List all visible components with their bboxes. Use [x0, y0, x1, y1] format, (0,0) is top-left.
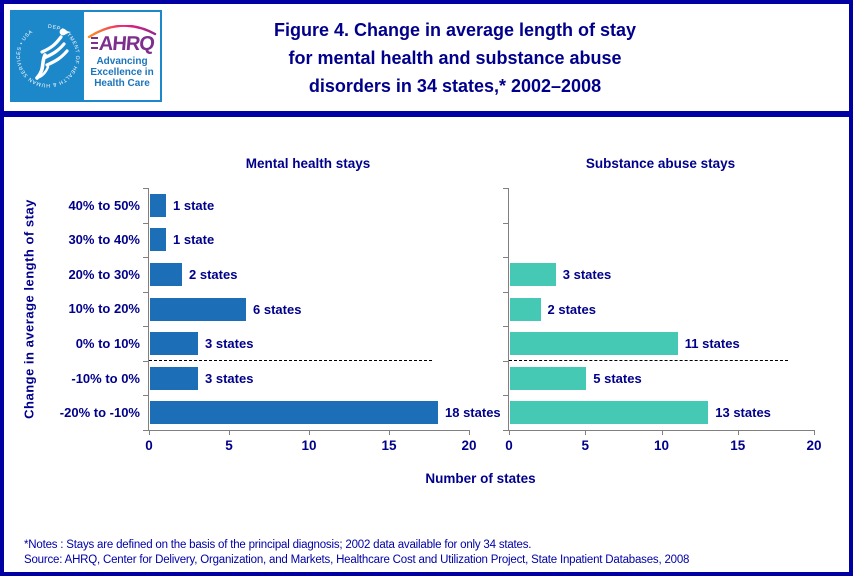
y-axis-tick	[143, 292, 148, 293]
ahrq-tagline: Advancing Excellence in Health Care	[90, 56, 153, 89]
chart-bar	[510, 262, 556, 286]
y-axis-tick	[503, 257, 508, 258]
hhs-seal: DEPARTMENT OF HEALTH & HUMAN SERVICES • …	[12, 12, 84, 100]
header-divider	[4, 111, 849, 117]
ahrq-acronym: AHRQ	[97, 33, 155, 55]
bar-value-label: 3 states	[562, 266, 612, 282]
y-axis-tick	[143, 395, 148, 396]
notes-line: *Notes : Stays are defined on the basis …	[24, 539, 532, 551]
category-label: 40% to 50%	[68, 197, 140, 213]
zero-separator-line	[149, 359, 432, 361]
x-tick-label: 15	[381, 438, 397, 453]
category-label: 10% to 20%	[68, 301, 140, 317]
figure-title-line: Figure 4. Change in average length of st…	[273, 20, 637, 40]
x-axis-tick	[509, 430, 510, 435]
y-axis-tick	[503, 430, 508, 431]
bar-value-label: 13 states	[715, 405, 771, 421]
x-tick-label: 5	[225, 438, 233, 453]
ahrq-speedlines-icon	[90, 37, 98, 51]
x-axis-tick	[389, 430, 390, 435]
category-label: 0% to 10%	[75, 336, 140, 352]
x-axis-tick	[738, 430, 739, 435]
y-axis-tick	[503, 361, 508, 362]
bar-value-label: 18 states	[445, 405, 501, 421]
y-axis-tick	[143, 430, 148, 431]
ahrq-wordmark: AHRQ Advancing Excellence in Health Care	[84, 12, 160, 100]
category-label: 20% to 30%	[68, 266, 140, 282]
mental-health-panel-title: Mental health stays	[245, 156, 371, 171]
y-axis-tick	[503, 395, 508, 396]
bar-value-label: 1 state	[173, 197, 215, 213]
figure-title-line: for mental health and substance abuse	[288, 48, 622, 68]
chart-bar	[150, 262, 182, 286]
bar-value-label: 3 states	[205, 336, 254, 352]
footnotes: *Notes : Stays are defined on the basis …	[24, 538, 689, 568]
chart-bar	[510, 332, 678, 356]
x-axis-tick	[585, 430, 586, 435]
x-tick-label: 10	[301, 438, 317, 453]
bar-value-label: 11 states	[684, 336, 740, 352]
x-axis-tick	[309, 430, 310, 435]
substance-abuse-plot: 3 states 2 states 11 states 5 states 13 stat…	[503, 188, 822, 453]
category-label: 30% to 40%	[68, 232, 140, 248]
chart-bar	[150, 401, 438, 425]
substance-abuse-panel-title: Substance abuse stays	[585, 156, 736, 171]
x-tick-label: 0	[505, 438, 513, 453]
bar-value-label: 6 states	[253, 301, 302, 317]
x-axis-title: Number of states	[425, 471, 536, 486]
zero-separator-line	[509, 359, 789, 361]
chart-bar	[510, 401, 709, 425]
tagline-line: Health Care	[94, 78, 150, 89]
x-axis-tick	[662, 430, 663, 435]
bar-value-label: 5 states	[593, 370, 642, 386]
y-axis-tick	[503, 223, 508, 224]
x-tick-label: 20	[806, 438, 822, 453]
y-axis-tick	[143, 257, 148, 258]
tagline-line: Excellence in	[90, 67, 154, 78]
hhs-ahrq-logo: DEPARTMENT OF HEALTH & HUMAN SERVICES • …	[10, 10, 162, 102]
y-axis-tick	[503, 188, 508, 189]
y-axis-tick	[143, 188, 148, 189]
chart-bar	[510, 297, 541, 321]
chart-bar	[150, 332, 198, 356]
x-axis-tick	[469, 430, 470, 435]
y-axis-tick	[143, 326, 148, 327]
bar-value-label: 3 states	[205, 370, 254, 386]
source-line: Source: AHRQ, Center for Delivery, Organ…	[24, 554, 690, 566]
y-axis-tick	[503, 292, 508, 293]
hhs-eagle-icon: DEPARTMENT OF HEALTH & HUMAN SERVICES • …	[16, 24, 80, 88]
x-axis-tick	[814, 430, 815, 435]
chart-bar	[150, 228, 166, 252]
bar-value-label: 1 state	[173, 232, 215, 248]
chart-bar	[150, 366, 198, 390]
x-tick-label: 10	[653, 438, 670, 453]
figure-title: Figure 4. Change in average length of st…	[165, 16, 745, 100]
bar-value-label: 2 states	[547, 301, 596, 317]
x-axis-tick	[229, 430, 230, 435]
swoosh-icon	[87, 25, 157, 38]
y-axis-tick	[143, 223, 148, 224]
x-tick-label: 15	[730, 438, 746, 453]
x-axis-tick	[149, 430, 150, 435]
bar-value-label: 2 states	[189, 266, 238, 282]
figure-title-line: disorders in 34 states,* 2002–2008	[308, 76, 602, 96]
y-axis-tick	[503, 326, 508, 327]
x-tick-label: 5	[581, 438, 589, 453]
chart-bar	[150, 193, 166, 217]
category-label: -10% to 0%	[71, 370, 140, 386]
chart-bar	[510, 366, 587, 390]
x-tick-label: 0	[145, 438, 153, 453]
tagline-line: Advancing	[96, 56, 148, 67]
mental-health-plot: 1 state 1 state 2 states 6 states 3 states 3 …	[143, 188, 501, 453]
category-label: -20% to -10%	[59, 405, 140, 421]
y-axis-tick	[143, 361, 148, 362]
x-tick-label: 20	[461, 438, 477, 453]
chart-bar	[150, 297, 246, 321]
